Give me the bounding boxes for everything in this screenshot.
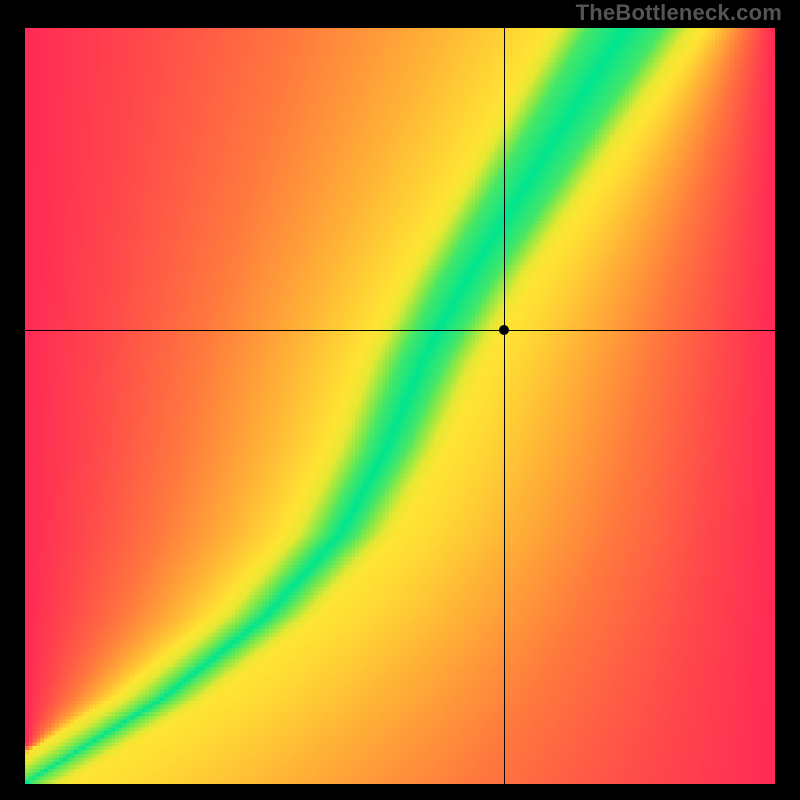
attribution-text: TheBottleneck.com — [576, 0, 782, 26]
crosshair-vertical — [504, 28, 505, 784]
chart-frame: { "attribution": { "text": "TheBottlenec… — [0, 0, 800, 800]
heatmap-canvas — [25, 28, 775, 784]
crosshair-marker-dot — [499, 325, 509, 335]
crosshair-horizontal — [25, 330, 775, 331]
